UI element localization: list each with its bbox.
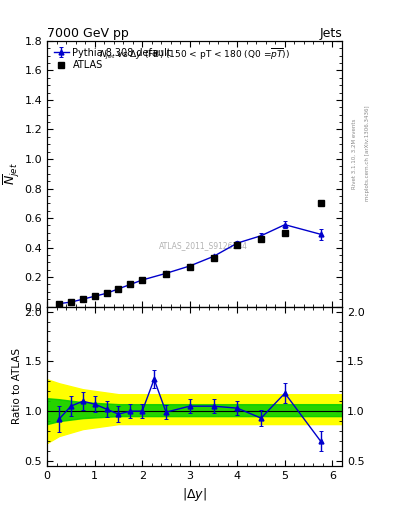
Y-axis label: $\overline{N}_{jet}$: $\overline{N}_{jet}$ — [2, 162, 22, 185]
Legend: Pythia 8.308 default, ATLAS: Pythia 8.308 default, ATLAS — [52, 46, 173, 72]
Text: mcplots.cern.ch [arXiv:1306.3436]: mcplots.cern.ch [arXiv:1306.3436] — [365, 106, 370, 201]
Text: 7000 GeV pp: 7000 GeV pp — [47, 27, 129, 40]
Text: ATLAS_2011_S9126244: ATLAS_2011_S9126244 — [159, 241, 248, 250]
X-axis label: $|\Delta y|$: $|\Delta y|$ — [182, 486, 207, 503]
Text: Rivet 3.1.10, 3.2M events: Rivet 3.1.10, 3.2M events — [352, 118, 357, 189]
Y-axis label: Ratio to ATLAS: Ratio to ATLAS — [12, 348, 22, 424]
Text: Jets: Jets — [319, 27, 342, 40]
Text: $N_{jet}$ vs $\Delta y$ (FB) (150 < pT < 180 (Q0 =$\overline{pT}$)): $N_{jet}$ vs $\Delta y$ (FB) (150 < pT <… — [99, 46, 290, 61]
